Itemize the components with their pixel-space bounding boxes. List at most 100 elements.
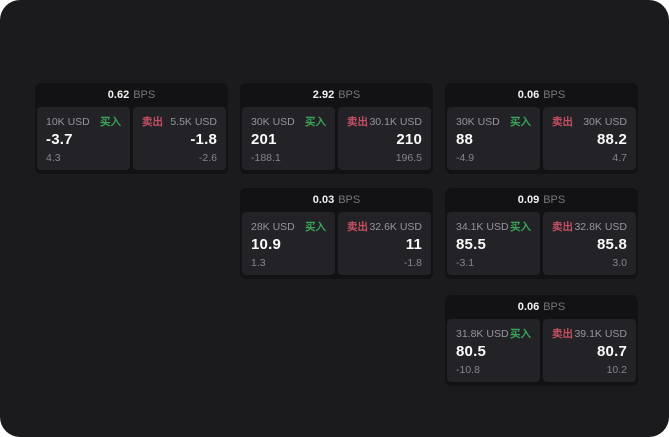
sell-tile[interactable]: 卖出 30.1K USD 210 196.5 xyxy=(338,107,431,170)
spread-unit: BPS xyxy=(338,194,361,206)
spread-unit: BPS xyxy=(543,89,566,101)
sell-tile-top: 卖出 32.8K USD xyxy=(552,219,627,234)
buy-side-label: 买入 xyxy=(510,328,531,340)
sell-side-label: 卖出 xyxy=(552,116,573,128)
spread-header: 2.92 BPS xyxy=(240,83,433,107)
buy-tile-top: 30K USD 买入 xyxy=(251,114,326,129)
buy-notional: 30K USD xyxy=(456,115,500,128)
buy-price: 201 xyxy=(251,131,277,148)
buy-tile-top: 28K USD 买入 xyxy=(251,219,326,234)
buy-tile-top: 30K USD 买入 xyxy=(456,114,531,129)
sell-notional: 32.8K USD xyxy=(574,220,627,233)
buy-tile[interactable]: 34.1K USD 买入 85.5 -3.1 xyxy=(447,212,540,275)
sell-notional: 30.1K USD xyxy=(369,115,422,128)
sell-change: 10.2 xyxy=(606,364,627,376)
sell-side-label: 卖出 xyxy=(552,221,573,233)
sell-tile[interactable]: 卖出 39.1K USD 80.7 10.2 xyxy=(543,319,636,382)
quote-card: 0.06 BPS 31.8K USD 买入 80.5 -10.8 卖出 39.1… xyxy=(445,295,638,386)
buy-notional: 31.8K USD xyxy=(456,327,509,340)
quote-card: 2.92 BPS 30K USD 买入 201 -188.1 卖出 30.1K … xyxy=(240,83,433,174)
sell-tile[interactable]: 卖出 32.6K USD 11 -1.8 xyxy=(338,212,431,275)
spread-unit: BPS xyxy=(338,89,361,101)
buy-tile[interactable]: 30K USD 买入 201 -188.1 xyxy=(242,107,335,170)
sell-tile-top: 卖出 39.1K USD xyxy=(552,326,627,341)
buy-price: 88 xyxy=(456,131,474,148)
spread-value: 0.06 xyxy=(517,89,540,101)
buy-side-label: 买入 xyxy=(510,221,531,233)
sell-notional: 32.6K USD xyxy=(369,220,422,233)
quote-tiles: 31.8K USD 买入 80.5 -10.8 卖出 39.1K USD 80.… xyxy=(445,319,638,382)
sell-change: -1.8 xyxy=(403,257,422,269)
sell-notional: 39.1K USD xyxy=(574,327,627,340)
buy-tile-top: 34.1K USD 买入 xyxy=(456,219,531,234)
sell-tile[interactable]: 卖出 30K USD 88.2 4.7 xyxy=(543,107,636,170)
buy-tile-top: 10K USD 买入 xyxy=(46,114,121,129)
buy-price: 80.5 xyxy=(456,343,486,360)
sell-change: 196.5 xyxy=(395,152,422,164)
sell-tile-top: 卖出 30K USD xyxy=(552,114,627,129)
sell-tile-top: 卖出 5.5K USD xyxy=(142,114,217,129)
quote-card: 0.62 BPS 10K USD 买入 -3.7 4.3 卖出 5.5K USD xyxy=(35,83,228,174)
sell-tile-top: 卖出 32.6K USD xyxy=(347,219,422,234)
quote-tiles: 28K USD 买入 10.9 1.3 卖出 32.6K USD 11 -1.8 xyxy=(240,212,433,275)
sell-side-label: 卖出 xyxy=(552,328,573,340)
sell-price: 80.7 xyxy=(597,343,627,360)
sell-side-label: 卖出 xyxy=(347,116,368,128)
buy-notional: 34.1K USD xyxy=(456,220,509,233)
buy-change: -4.9 xyxy=(456,152,475,164)
spread-value: 0.03 xyxy=(312,194,335,206)
buy-side-label: 买入 xyxy=(100,116,121,128)
sell-price: 85.8 xyxy=(597,236,627,253)
buy-tile[interactable]: 28K USD 买入 10.9 1.3 xyxy=(242,212,335,275)
sell-tile[interactable]: 卖出 32.8K USD 85.8 3.0 xyxy=(543,212,636,275)
spread-header: 0.62 BPS xyxy=(35,83,228,107)
buy-price: 85.5 xyxy=(456,236,486,253)
buy-tile[interactable]: 31.8K USD 买入 80.5 -10.8 xyxy=(447,319,540,382)
spread-value: 0.62 xyxy=(107,89,130,101)
sell-change: 3.0 xyxy=(612,257,627,269)
sell-notional: 30K USD xyxy=(583,115,627,128)
spread-value: 0.09 xyxy=(517,194,540,206)
quote-tiles: 34.1K USD 买入 85.5 -3.1 卖出 32.8K USD 85.8… xyxy=(445,212,638,275)
buy-change: -10.8 xyxy=(456,364,480,376)
quote-card: 0.06 BPS 30K USD 买入 88 -4.9 卖出 30K USD xyxy=(445,83,638,174)
spread-header: 0.06 BPS xyxy=(445,295,638,319)
quote-tiles: 30K USD 买入 88 -4.9 卖出 30K USD 88.2 4.7 xyxy=(445,107,638,170)
spread-header: 0.03 BPS xyxy=(240,188,433,212)
spread-header: 0.09 BPS xyxy=(445,188,638,212)
buy-price: -3.7 xyxy=(46,131,73,148)
sell-price: 11 xyxy=(405,236,422,253)
buy-side-label: 买入 xyxy=(510,116,531,128)
buy-notional: 28K USD xyxy=(251,220,295,233)
buy-tile[interactable]: 10K USD 买入 -3.7 4.3 xyxy=(37,107,130,170)
buy-side-label: 买入 xyxy=(305,221,326,233)
spread-unit: BPS xyxy=(133,89,156,101)
sell-tile-top: 卖出 30.1K USD xyxy=(347,114,422,129)
quote-tiles: 10K USD 买入 -3.7 4.3 卖出 5.5K USD -1.8 -2.… xyxy=(35,107,228,170)
sell-change: 4.7 xyxy=(612,152,627,164)
buy-price: 10.9 xyxy=(251,236,281,253)
buy-change: -3.1 xyxy=(456,257,475,269)
sell-side-label: 卖出 xyxy=(142,116,163,128)
spread-value: 2.92 xyxy=(312,89,335,101)
buy-notional: 30K USD xyxy=(251,115,295,128)
spread-header: 0.06 BPS xyxy=(445,83,638,107)
sell-price: 210 xyxy=(396,131,422,148)
spread-unit: BPS xyxy=(543,301,566,313)
quote-card: 0.09 BPS 34.1K USD 买入 85.5 -3.1 卖出 32.8K… xyxy=(445,188,638,279)
buy-tile-top: 31.8K USD 买入 xyxy=(456,326,531,341)
sell-change: -2.6 xyxy=(198,152,217,164)
spread-unit: BPS xyxy=(543,194,566,206)
sell-notional: 5.5K USD xyxy=(170,115,217,128)
buy-change: -188.1 xyxy=(251,152,281,164)
sell-side-label: 卖出 xyxy=(347,221,368,233)
sell-tile[interactable]: 卖出 5.5K USD -1.8 -2.6 xyxy=(133,107,226,170)
buy-tile[interactable]: 30K USD 买入 88 -4.9 xyxy=(447,107,540,170)
buy-side-label: 买入 xyxy=(305,116,326,128)
buy-change: 4.3 xyxy=(46,152,61,164)
sell-price: 88.2 xyxy=(597,131,627,148)
spread-value: 0.06 xyxy=(517,301,540,313)
sell-price: -1.8 xyxy=(190,131,217,148)
